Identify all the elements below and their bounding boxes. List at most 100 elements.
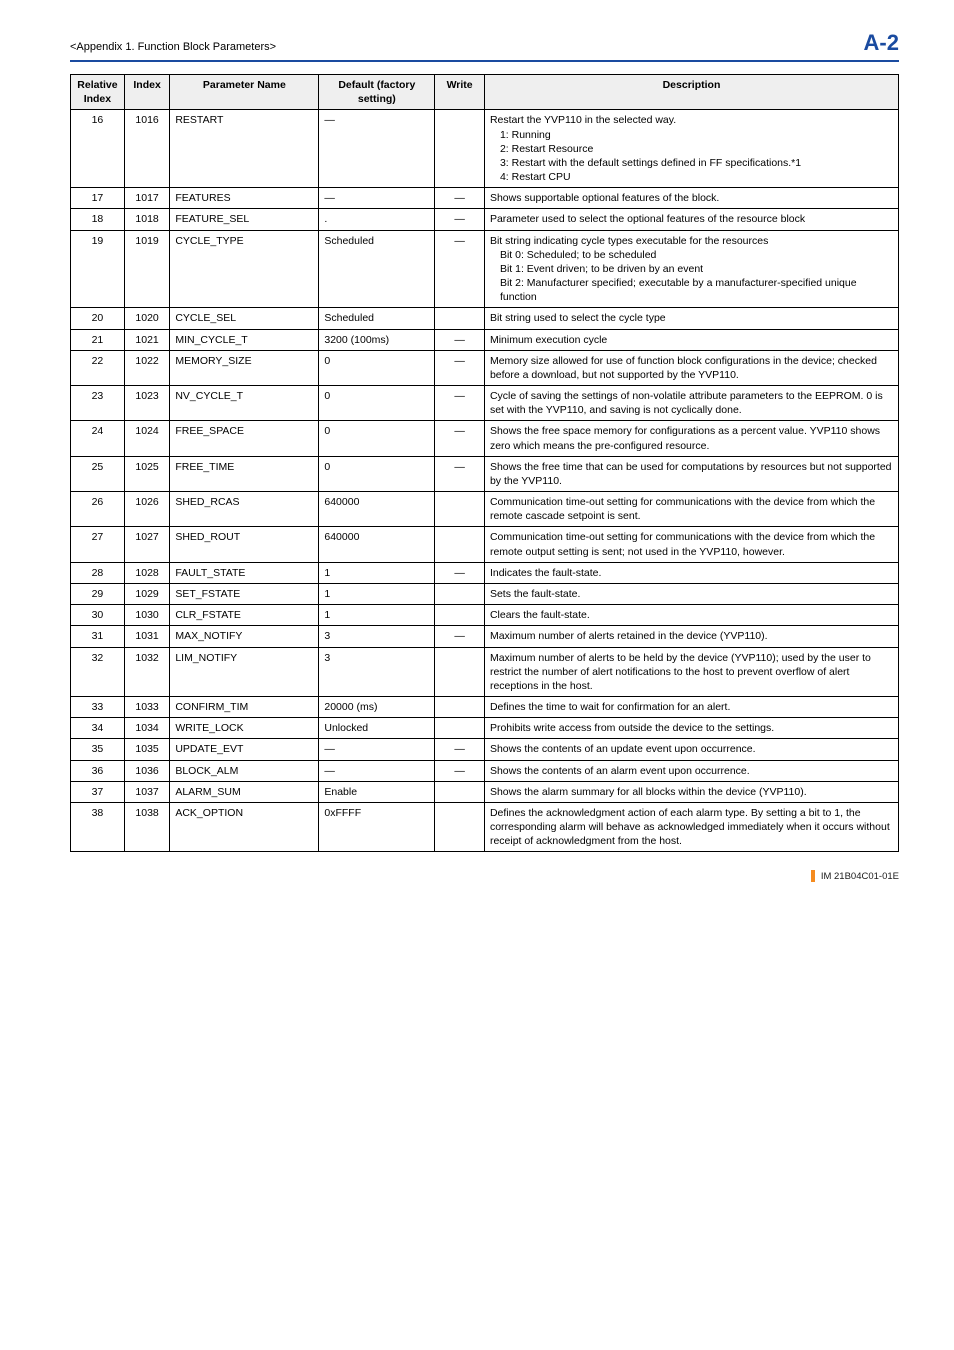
cell-parameter-name: FREE_SPACE [170,421,319,456]
cell-index: 1022 [124,350,170,385]
table-header-row: Relative Index Index Parameter Name Defa… [71,75,899,110]
cell-description: Communication time-out setting for commu… [484,527,898,562]
cell-relative-index: 20 [71,308,125,329]
cell-description: Communication time-out setting for commu… [484,492,898,527]
cell-default: 0 [319,386,435,421]
table-row: 341034WRITE_LOCKUnlockedProhibits write … [71,718,899,739]
col-relative-index: Relative Index [71,75,125,110]
cell-description: Defines the acknowledgment action of eac… [484,802,898,852]
cell-relative-index: 29 [71,583,125,604]
page-header: <Appendix 1. Function Block Parameters> … [70,30,899,62]
description-subline: Bit 0: Scheduled; to be scheduled [490,248,893,262]
table-row: 331033CONFIRM_TIM20000 (ms)Defines the t… [71,697,899,718]
cell-description: Cycle of saving the settings of non-vola… [484,386,898,421]
col-default: Default (factory setting) [319,75,435,110]
parameters-table: Relative Index Index Parameter Name Defa… [70,74,899,852]
cell-default: 0 [319,350,435,385]
table-row: 171017FEATURES——Shows supportable option… [71,188,899,209]
cell-description: Clears the fault-state. [484,605,898,626]
cell-index: 1024 [124,421,170,456]
cell-description: Shows supportable optional features of t… [484,188,898,209]
description-subline: Bit 2: Manufacturer specified; executabl… [490,276,893,304]
description-subline: 4: Restart CPU [490,170,893,184]
footer-document-id: IM 21B04C01-01E [821,871,899,882]
cell-parameter-name: FEATURES [170,188,319,209]
description-subline: 3: Restart with the default settings def… [490,156,893,170]
cell-parameter-name: RESTART [170,110,319,188]
cell-relative-index: 31 [71,626,125,647]
cell-default: 1 [319,562,435,583]
cell-relative-index: 26 [71,492,125,527]
cell-parameter-name: CLR_FSTATE [170,605,319,626]
cell-parameter-name: BLOCK_ALM [170,760,319,781]
cell-description: Indicates the fault-state. [484,562,898,583]
cell-relative-index: 36 [71,760,125,781]
cell-index: 1030 [124,605,170,626]
cell-description: Maximum number of alerts to be held by t… [484,647,898,697]
cell-index: 1018 [124,209,170,230]
cell-description: Shows the free space memory for configur… [484,421,898,456]
cell-write [435,308,485,329]
cell-relative-index: 24 [71,421,125,456]
table-row: 271027SHED_ROUT640000Communication time-… [71,527,899,562]
cell-index: 1038 [124,802,170,852]
cell-parameter-name: SHED_RCAS [170,492,319,527]
cell-index: 1029 [124,583,170,604]
cell-default: 3 [319,647,435,697]
cell-default: 0 [319,421,435,456]
cell-index: 1021 [124,329,170,350]
cell-parameter-name: MAX_NOTIFY [170,626,319,647]
cell-parameter-name: ACK_OPTION [170,802,319,852]
cell-relative-index: 37 [71,781,125,802]
cell-default: 1 [319,605,435,626]
cell-default: — [319,188,435,209]
cell-description: Shows the free time that can be used for… [484,456,898,491]
cell-index: 1032 [124,647,170,697]
cell-write [435,605,485,626]
cell-relative-index: 35 [71,739,125,760]
cell-index: 1016 [124,110,170,188]
cell-parameter-name: CYCLE_TYPE [170,230,319,308]
cell-default: — [319,110,435,188]
cell-relative-index: 28 [71,562,125,583]
cell-description: Defines the time to wait for confirmatio… [484,697,898,718]
cell-index: 1027 [124,527,170,562]
cell-default: Unlocked [319,718,435,739]
cell-description: Sets the fault-state. [484,583,898,604]
footer-accent-bar [811,870,815,882]
cell-description: Minimum execution cycle [484,329,898,350]
cell-parameter-name: UPDATE_EVT [170,739,319,760]
cell-relative-index: 18 [71,209,125,230]
cell-write: — [435,329,485,350]
cell-parameter-name: MEMORY_SIZE [170,350,319,385]
col-index: Index [124,75,170,110]
cell-default: — [319,760,435,781]
cell-parameter-name: CYCLE_SEL [170,308,319,329]
cell-description: Bit string used to select the cycle type [484,308,898,329]
cell-index: 1026 [124,492,170,527]
col-parameter-name: Parameter Name [170,75,319,110]
cell-index: 1019 [124,230,170,308]
cell-default: 640000 [319,527,435,562]
cell-index: 1037 [124,781,170,802]
cell-parameter-name: MIN_CYCLE_T [170,329,319,350]
cell-write [435,492,485,527]
cell-write: — [435,209,485,230]
cell-parameter-name: FREE_TIME [170,456,319,491]
cell-default: Scheduled [319,308,435,329]
cell-write [435,583,485,604]
cell-index: 1035 [124,739,170,760]
cell-write [435,781,485,802]
description-subline: 2: Restart Resource [490,142,893,156]
cell-write: — [435,456,485,491]
cell-parameter-name: WRITE_LOCK [170,718,319,739]
cell-relative-index: 33 [71,697,125,718]
table-row: 201020CYCLE_SELScheduledBit string used … [71,308,899,329]
table-row: 261026SHED_RCAS640000Communication time-… [71,492,899,527]
cell-write: — [435,188,485,209]
cell-default: 3 [319,626,435,647]
table-row: 311031MAX_NOTIFY3—Maximum number of aler… [71,626,899,647]
cell-write: — [435,230,485,308]
cell-parameter-name: SET_FSTATE [170,583,319,604]
table-row: 281028FAULT_STATE1—Indicates the fault-s… [71,562,899,583]
